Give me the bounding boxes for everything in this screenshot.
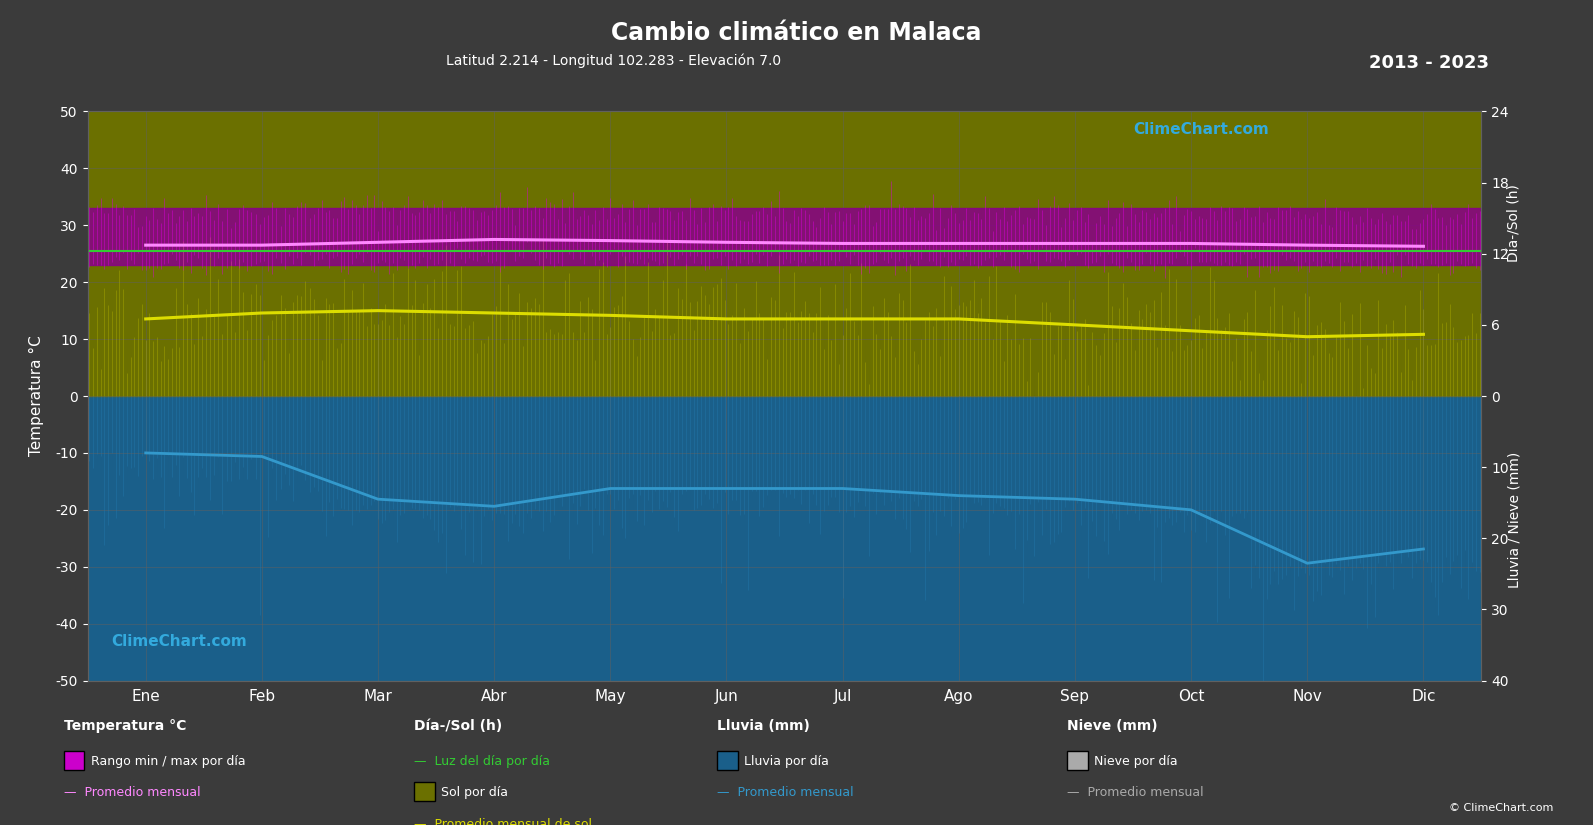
Text: Rango min / max por día: Rango min / max por día — [91, 755, 245, 768]
Text: Lluvia (mm): Lluvia (mm) — [717, 719, 809, 733]
Text: © ClimeChart.com: © ClimeChart.com — [1448, 803, 1553, 813]
Text: Nieve (mm): Nieve (mm) — [1067, 719, 1158, 733]
Text: —  Promedio mensual de sol: — Promedio mensual de sol — [414, 818, 593, 825]
Bar — [88, 396, 1481, 681]
Text: Latitud 2.214 - Longitud 102.283 - Elevación 7.0: Latitud 2.214 - Longitud 102.283 - Eleva… — [446, 54, 781, 68]
Bar — [88, 208, 1481, 265]
Text: —  Luz del día por día: — Luz del día por día — [414, 755, 550, 768]
Text: ClimeChart.com: ClimeChart.com — [1133, 122, 1268, 137]
Text: —  Promedio mensual: — Promedio mensual — [64, 786, 201, 799]
Text: —  Promedio mensual: — Promedio mensual — [717, 786, 854, 799]
Text: Día-/Sol (h): Día-/Sol (h) — [1509, 184, 1521, 262]
Y-axis label: Temperatura °C: Temperatura °C — [29, 336, 45, 456]
Text: —  Promedio mensual: — Promedio mensual — [1067, 786, 1204, 799]
Bar — [88, 111, 1481, 396]
Text: Sol por día: Sol por día — [441, 786, 508, 799]
Text: ClimeChart.com: ClimeChart.com — [112, 634, 247, 649]
Text: Nieve por día: Nieve por día — [1094, 755, 1177, 768]
Text: 2013 - 2023: 2013 - 2023 — [1370, 54, 1489, 72]
Text: Lluvia por día: Lluvia por día — [744, 755, 828, 768]
Text: Día-/Sol (h): Día-/Sol (h) — [414, 719, 502, 733]
Text: Lluvia / Nieve (mm): Lluvia / Nieve (mm) — [1509, 451, 1521, 588]
Text: Temperatura °C: Temperatura °C — [64, 719, 186, 733]
Text: Cambio climático en Malaca: Cambio climático en Malaca — [612, 21, 981, 45]
